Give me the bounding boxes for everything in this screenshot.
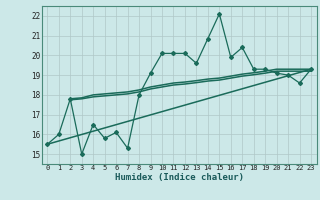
X-axis label: Humidex (Indice chaleur): Humidex (Indice chaleur) xyxy=(115,173,244,182)
